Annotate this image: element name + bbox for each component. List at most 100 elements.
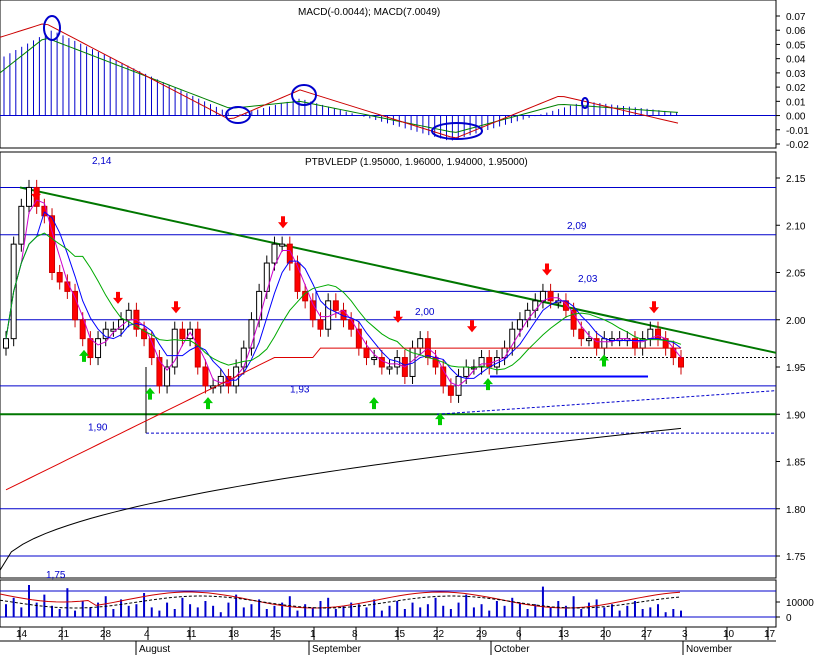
dotted-rising (436, 390, 777, 415)
month-label: September (312, 644, 362, 655)
candle (95, 338, 102, 359)
day-tick-label: 28 (100, 629, 112, 640)
candle (202, 366, 209, 387)
price-panel (0, 151, 777, 579)
day-tick-label: 29 (476, 629, 488, 640)
price-layer: 2,14 2,09 2,03 2,00 1,93 1,90 1,75 (0, 156, 777, 581)
candle (417, 338, 424, 349)
candle (72, 290, 79, 321)
level-label: 2,09 (567, 221, 587, 232)
macd-signal-line (0, 37, 679, 133)
candle (279, 243, 286, 247)
highlight-circle (431, 122, 483, 140)
level-label: 1,93 (290, 385, 310, 396)
day-tick-label: 6 (516, 629, 522, 640)
price-tick-label: 1.90 (786, 410, 806, 421)
candle (248, 319, 255, 349)
day-tick-label: 20 (600, 629, 612, 640)
macd-tick-label: 0.03 (786, 69, 806, 80)
candle (49, 215, 56, 274)
month-label: October (494, 644, 530, 655)
sell-arrow (542, 263, 552, 276)
sell-arrow (649, 301, 659, 314)
price-tick-label: 1.80 (786, 505, 806, 516)
candle (56, 272, 63, 283)
candle (125, 309, 132, 321)
candle (256, 290, 263, 321)
candle (317, 319, 324, 330)
day-tick-label: 17 (764, 629, 776, 640)
macd-tick-label: 0.01 (786, 97, 806, 108)
highlight-circle (43, 15, 61, 41)
sell-arrow (393, 310, 403, 323)
candle (332, 300, 339, 311)
candle (501, 347, 508, 359)
candle (547, 290, 554, 302)
ma-5-line (5, 211, 682, 381)
sell-arrow (171, 301, 181, 314)
candle (325, 300, 332, 330)
highlight-circle (225, 106, 251, 124)
volume-ma-dashed-line (0, 595, 681, 609)
day-tick-label: 11 (186, 629, 197, 640)
candle (440, 366, 447, 387)
candle (578, 328, 585, 340)
candle (601, 338, 608, 349)
macd-tick-label: 0.07 (786, 12, 806, 23)
candle (516, 319, 523, 330)
sell-arrow (113, 291, 123, 304)
candle (87, 338, 94, 359)
candle (18, 205, 25, 245)
candle (363, 347, 370, 359)
day-tick-label: 3 (682, 629, 688, 640)
price-tick-label: 2.10 (786, 221, 806, 232)
day-tick-label: 1 (310, 629, 316, 640)
volume-ma-line (0, 591, 681, 609)
price-tick-label: 2.00 (786, 316, 806, 327)
volume-tick-label: 10000 (786, 598, 814, 609)
candle (217, 375, 224, 387)
buy-arrow (369, 397, 379, 410)
macd-tick-label: 0.06 (786, 26, 806, 37)
candle (271, 243, 278, 264)
macd-tick-label: 0.05 (786, 40, 806, 51)
candle (478, 357, 485, 368)
day-tick-label: 25 (270, 629, 282, 640)
macd-tick-label: 0.00 (786, 112, 806, 123)
volume-tick-label: 0 (786, 613, 792, 624)
candle (141, 328, 148, 340)
day-tick-label: 8 (352, 629, 358, 640)
sell-arrow (31, 187, 41, 200)
day-tick-label: 18 (228, 629, 240, 640)
day-tick-label: 21 (58, 629, 70, 640)
ma-black-line (0, 427, 682, 571)
candle (179, 328, 186, 340)
day-tick-label: 13 (558, 629, 570, 640)
candle (678, 357, 684, 368)
macd-tick-label: -0.01 (786, 126, 809, 137)
buy-arrow (435, 413, 445, 426)
candle (171, 328, 178, 368)
ma-10-line (5, 232, 682, 371)
level-label: 1,90 (88, 422, 108, 433)
sell-arrow (467, 320, 477, 333)
candle (647, 328, 654, 340)
macd-tick-label: -0.02 (786, 140, 809, 151)
day-tick-label: 27 (641, 629, 653, 640)
candle (294, 262, 301, 292)
candle (463, 366, 470, 377)
candle (447, 385, 454, 396)
day-tick-label: 14 (16, 629, 28, 640)
level-label: 2,03 (578, 274, 598, 285)
axis-layer: 2.15 2.10 2.05 2.00 1.95 1.90 1.85 1.80 1.75 0.07… (0, 12, 814, 655)
volume-panel (0, 579, 777, 628)
candle (585, 338, 592, 342)
candle (286, 243, 293, 264)
candle (371, 357, 378, 361)
price-tick-label: 2.05 (786, 269, 806, 280)
candle (3, 338, 9, 349)
candle (570, 309, 577, 330)
macd-line (0, 23, 679, 139)
macd-layer (0, 15, 776, 141)
